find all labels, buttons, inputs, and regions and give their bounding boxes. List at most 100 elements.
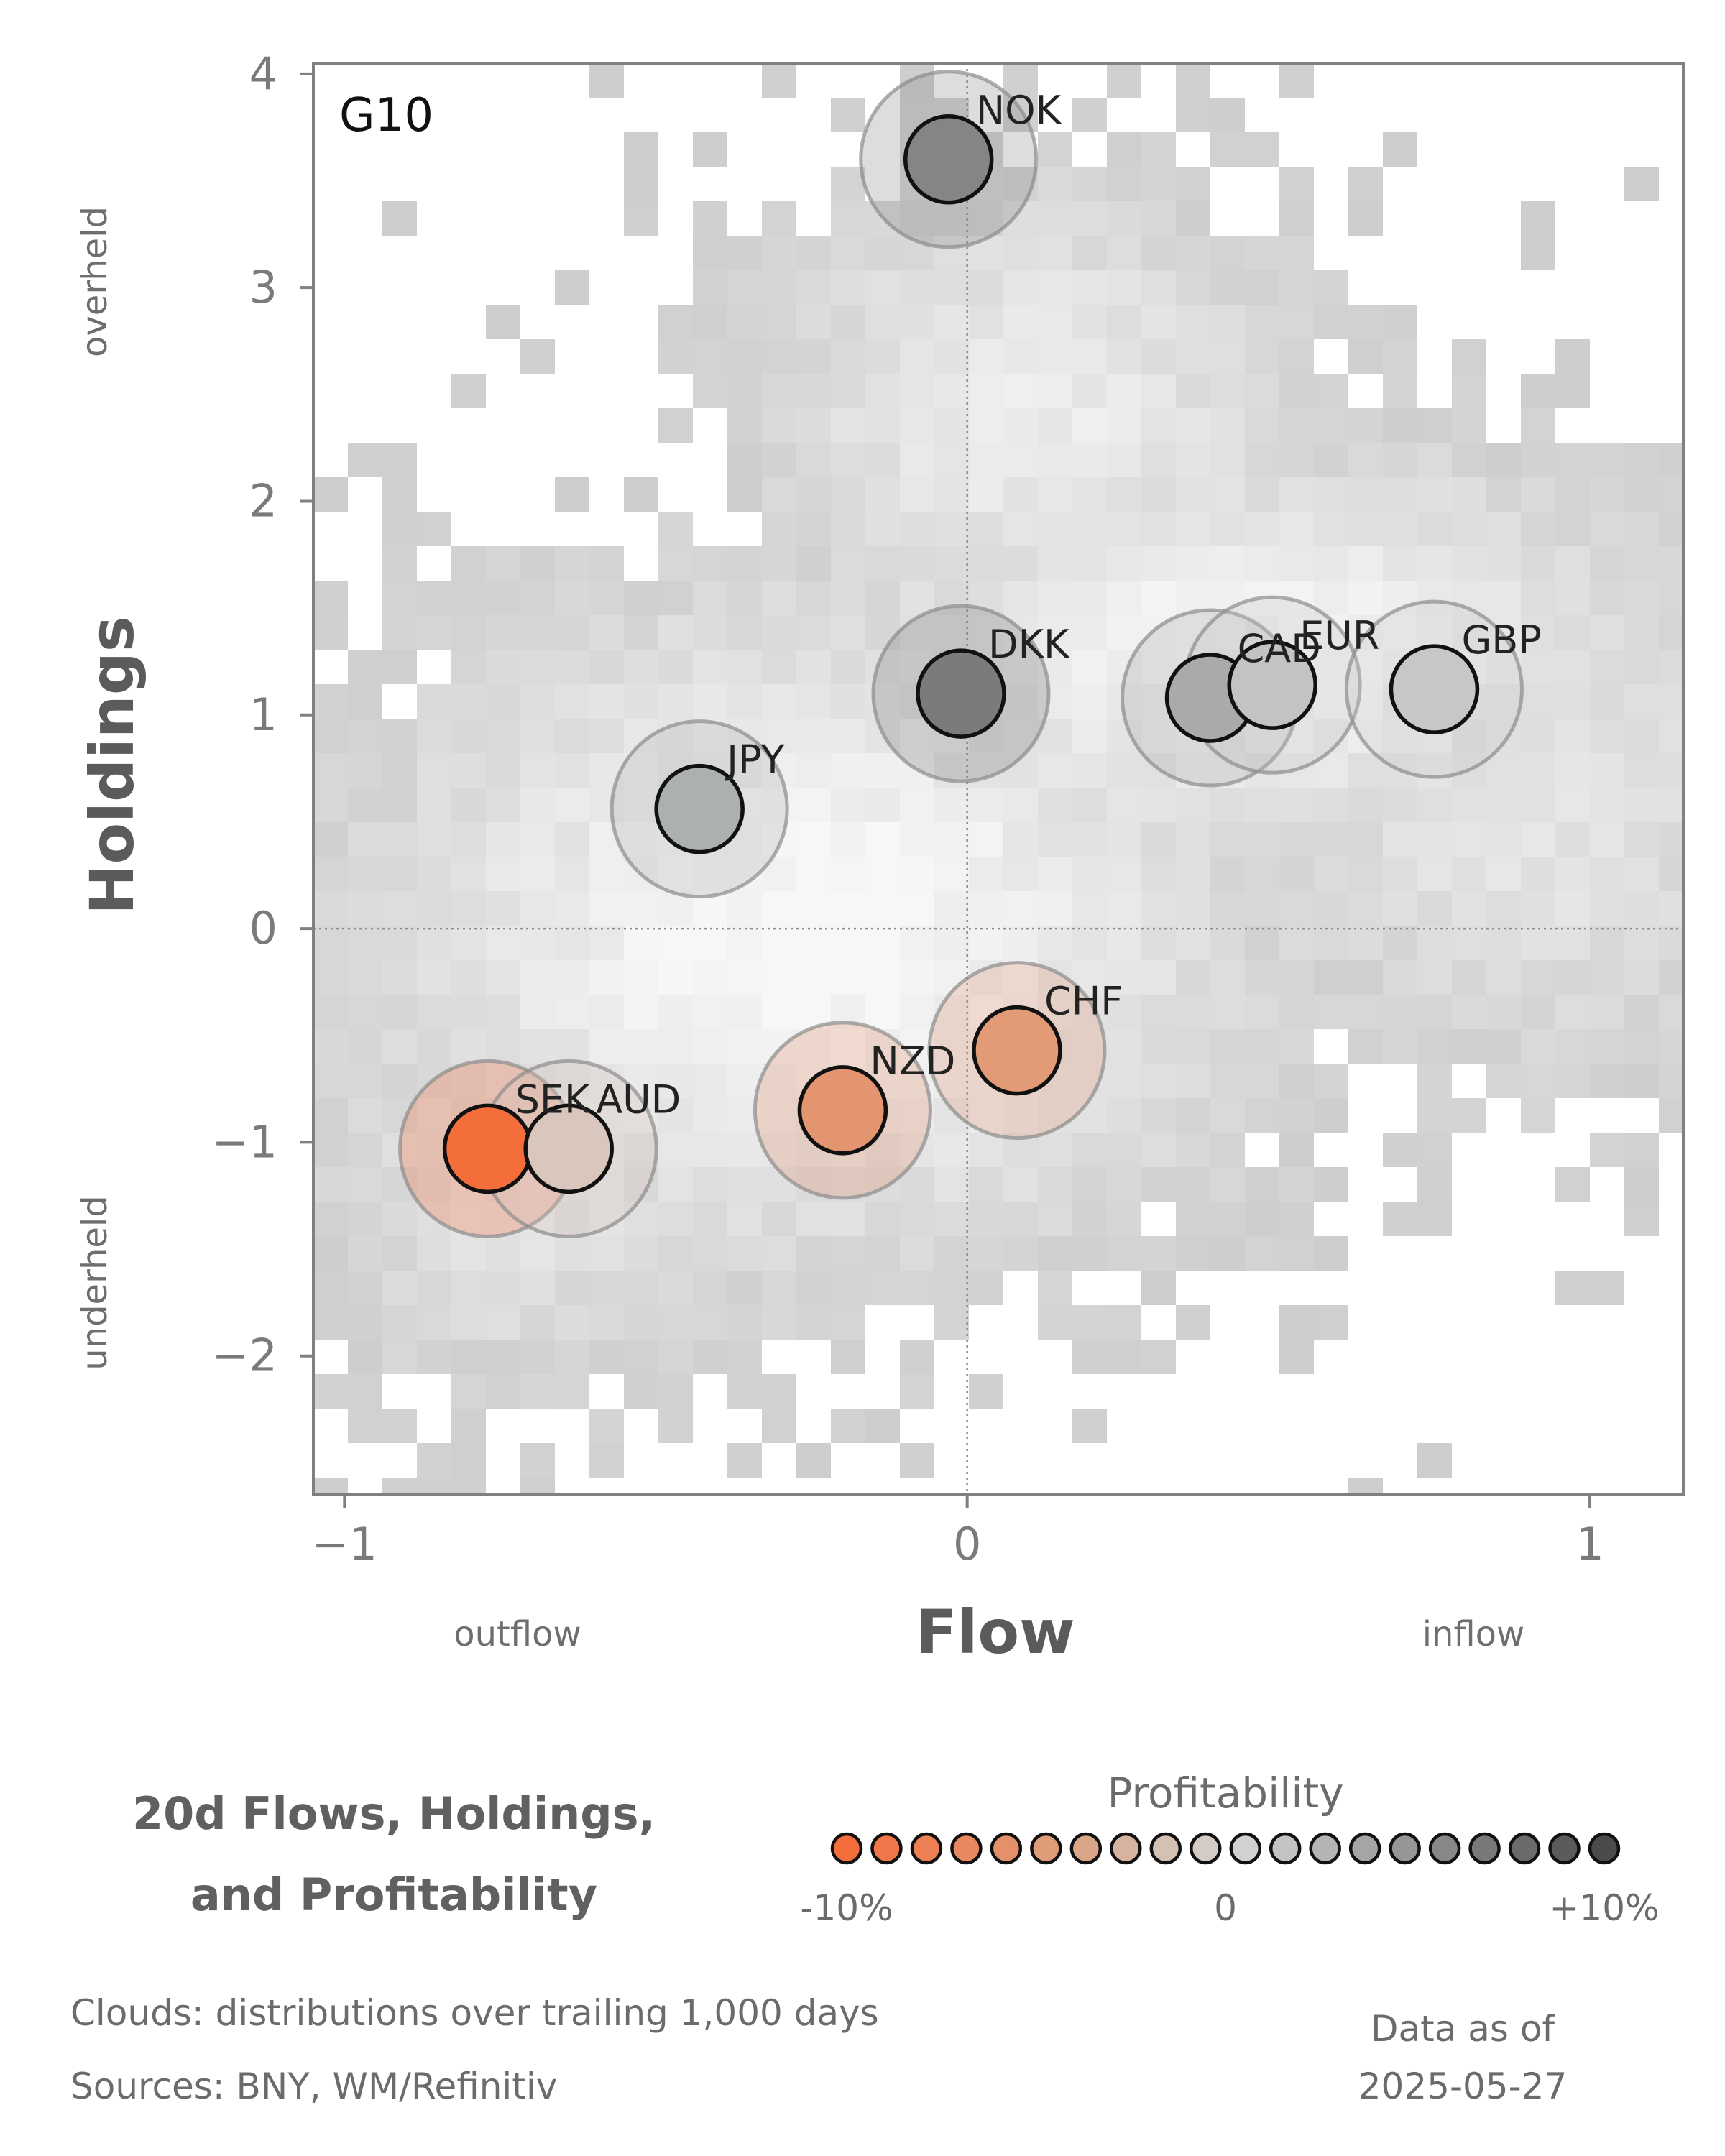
cloud-cell bbox=[1555, 1029, 1590, 1064]
cloud-cell bbox=[1107, 1098, 1141, 1133]
cloud-cell bbox=[555, 719, 589, 753]
cloud-cell bbox=[1279, 891, 1314, 926]
cloud-cell bbox=[1314, 1305, 1348, 1340]
y-tick-label: 2 bbox=[249, 474, 277, 527]
cloud-cell bbox=[1486, 512, 1521, 546]
cloud-cell bbox=[589, 995, 624, 1029]
cloud-cell bbox=[1279, 1305, 1314, 1340]
cloud-cell bbox=[1107, 63, 1141, 98]
cloud-cell bbox=[1521, 201, 1555, 236]
cloud-cell bbox=[1176, 926, 1210, 960]
cloud-cell bbox=[417, 822, 451, 857]
cloud-cell bbox=[865, 753, 900, 788]
cloud-cell bbox=[624, 788, 658, 822]
cloud-cell bbox=[1176, 477, 1210, 512]
cloud-cell bbox=[658, 408, 693, 443]
cloud-cell bbox=[762, 443, 796, 477]
cloud-cell bbox=[1659, 891, 1683, 926]
cloud-cell bbox=[1314, 305, 1348, 339]
point-chf bbox=[972, 1005, 1062, 1096]
cloud-cell bbox=[348, 1340, 382, 1374]
cloud-cell bbox=[624, 684, 658, 719]
cloud-cell bbox=[1107, 132, 1141, 167]
cloud-cell bbox=[762, 477, 796, 512]
cloud-cell bbox=[1486, 546, 1521, 581]
cloud-cell bbox=[520, 995, 555, 1029]
cloud-cell bbox=[520, 546, 555, 581]
cloud-cell bbox=[451, 891, 486, 926]
cloud-cell bbox=[762, 63, 796, 98]
cloud-cell bbox=[1176, 857, 1210, 891]
cloud-cell bbox=[348, 650, 382, 684]
cloud-cell bbox=[348, 719, 382, 753]
cloud-cell bbox=[796, 1236, 831, 1271]
cloud-cell bbox=[1659, 1064, 1683, 1098]
cloud-cell bbox=[1176, 1167, 1210, 1202]
cloud-cell bbox=[451, 926, 486, 960]
cloud-cell bbox=[658, 305, 693, 339]
cloud-cell bbox=[1555, 857, 1590, 891]
cloud-cell bbox=[865, 443, 900, 477]
cloud-cell bbox=[1486, 788, 1521, 822]
cloud-cell bbox=[1176, 443, 1210, 477]
cloud-cell bbox=[382, 650, 417, 684]
cloud-cell bbox=[865, 926, 900, 960]
cloud-cell bbox=[313, 960, 348, 995]
cloud-cell bbox=[451, 1305, 486, 1340]
cloud-cell bbox=[1486, 684, 1521, 719]
cloud-cell bbox=[796, 1443, 831, 1478]
cloud-cell bbox=[1038, 857, 1072, 891]
cloud-cell bbox=[1003, 926, 1038, 960]
cloud-cell bbox=[1348, 305, 1383, 339]
cloud-cell bbox=[1555, 650, 1590, 684]
cloud-cell bbox=[1452, 1029, 1486, 1064]
cloud-cell bbox=[1279, 408, 1314, 443]
cloud-cell bbox=[1038, 512, 1072, 546]
cloud-cell bbox=[1279, 857, 1314, 891]
cloud-cell bbox=[969, 546, 1003, 581]
cloud-cell bbox=[382, 1236, 417, 1271]
cloud-cell bbox=[451, 995, 486, 1029]
cloud-cell bbox=[865, 374, 900, 408]
cloud-cell bbox=[1176, 1236, 1210, 1271]
cloud-cell bbox=[313, 1029, 348, 1064]
cloud-cell bbox=[1141, 719, 1176, 753]
cloud-cell bbox=[1245, 305, 1279, 339]
cloud-cell bbox=[486, 788, 520, 822]
cloud-cell bbox=[1555, 926, 1590, 960]
cloud-cell bbox=[865, 339, 900, 374]
cloud-cell bbox=[1038, 1133, 1072, 1167]
cloud-cell bbox=[1624, 1167, 1659, 1202]
cloud-cell bbox=[348, 822, 382, 857]
cloud-cell bbox=[934, 201, 969, 236]
cloud-cell bbox=[520, 615, 555, 650]
cloud-cell bbox=[693, 374, 727, 408]
cloud-cell bbox=[1245, 822, 1279, 857]
cloud-cell bbox=[1072, 339, 1107, 374]
cloud-cell bbox=[1038, 1271, 1072, 1305]
cloud-cell bbox=[1176, 995, 1210, 1029]
cloud-cell bbox=[520, 650, 555, 684]
cloud-cell bbox=[727, 546, 762, 581]
cloud-cell bbox=[865, 1167, 900, 1202]
cloud-cell bbox=[1659, 581, 1683, 615]
legend-tick-zero: 0 bbox=[1214, 1887, 1237, 1929]
cloud-cell bbox=[900, 63, 934, 98]
cloud-cell bbox=[796, 1029, 831, 1064]
cloud-cell bbox=[1210, 995, 1245, 1029]
cloud-cell bbox=[934, 960, 969, 995]
cloud-cell bbox=[348, 960, 382, 995]
cloud-cell bbox=[1521, 374, 1555, 408]
cloud-cell bbox=[555, 1202, 589, 1236]
label-nzd: NZD bbox=[870, 1038, 955, 1084]
cloud-cell bbox=[1659, 477, 1683, 512]
cloud-cell bbox=[831, 719, 865, 753]
cloud-cell bbox=[727, 960, 762, 995]
cloud-cell bbox=[1486, 443, 1521, 477]
cloud-cell bbox=[1210, 1167, 1245, 1202]
cloud-cell bbox=[1348, 788, 1383, 822]
legend-swatch bbox=[1348, 1832, 1381, 1865]
cloud-cell bbox=[934, 443, 969, 477]
cloud-cell bbox=[313, 1478, 348, 1495]
cloud-cell bbox=[348, 1098, 382, 1133]
